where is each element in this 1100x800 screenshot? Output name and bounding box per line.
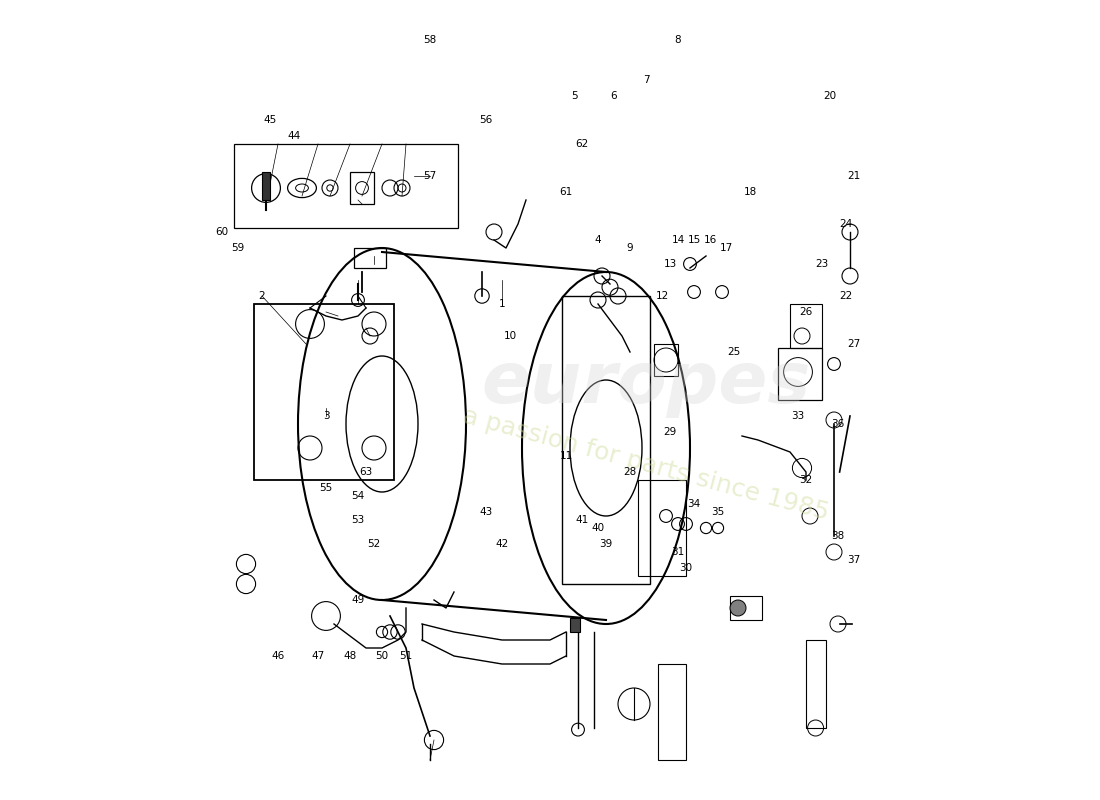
Text: 44: 44: [287, 131, 300, 141]
Bar: [790, 304, 822, 348]
Text: 49: 49: [351, 595, 364, 605]
Text: 61: 61: [560, 187, 573, 197]
Text: 3: 3: [322, 411, 329, 421]
Text: 4: 4: [595, 235, 602, 245]
Bar: [234, 144, 458, 228]
Text: 18: 18: [744, 187, 757, 197]
Text: 22: 22: [839, 291, 853, 301]
Text: 43: 43: [480, 507, 493, 517]
Text: 39: 39: [600, 539, 613, 549]
Text: 25: 25: [727, 347, 740, 357]
Text: 14: 14: [671, 235, 684, 245]
Text: 52: 52: [367, 539, 381, 549]
Bar: [806, 640, 826, 728]
Text: 51: 51: [399, 651, 412, 661]
Text: 59: 59: [231, 243, 244, 253]
Text: 17: 17: [719, 243, 733, 253]
Text: 20: 20: [824, 91, 837, 101]
Text: 45: 45: [263, 115, 276, 125]
Text: 28: 28: [624, 467, 637, 477]
Text: a passion for parts since 1985: a passion for parts since 1985: [460, 403, 832, 525]
Bar: [570, 618, 581, 632]
Text: 58: 58: [424, 35, 437, 45]
Text: 56: 56: [480, 115, 493, 125]
Text: 31: 31: [671, 547, 684, 557]
Text: 37: 37: [847, 555, 860, 565]
Text: 26: 26: [800, 307, 813, 317]
Text: 13: 13: [663, 259, 676, 269]
Text: 36: 36: [832, 419, 845, 429]
Text: 10: 10: [504, 331, 517, 341]
Text: 53: 53: [351, 515, 364, 525]
Text: 11: 11: [560, 451, 573, 461]
Text: 57: 57: [424, 171, 437, 181]
Text: 47: 47: [311, 651, 324, 661]
Text: 62: 62: [575, 139, 589, 149]
Text: 7: 7: [642, 75, 649, 85]
Text: 2: 2: [258, 291, 265, 301]
Bar: [262, 172, 270, 200]
Bar: [562, 296, 650, 584]
Text: 55: 55: [319, 483, 332, 493]
Text: 27: 27: [847, 339, 860, 349]
Bar: [730, 596, 762, 620]
Text: 9: 9: [627, 243, 634, 253]
Bar: [778, 348, 822, 400]
Text: 29: 29: [663, 427, 676, 437]
Text: 12: 12: [656, 291, 669, 301]
Circle shape: [730, 600, 746, 616]
Text: 35: 35: [712, 507, 725, 517]
Text: 42: 42: [495, 539, 508, 549]
Text: 50: 50: [375, 651, 388, 661]
Text: 34: 34: [688, 499, 701, 509]
Text: 15: 15: [688, 235, 701, 245]
Bar: [654, 344, 678, 376]
Text: 33: 33: [791, 411, 804, 421]
Text: 63: 63: [360, 467, 373, 477]
Text: 40: 40: [592, 523, 605, 533]
Bar: [638, 480, 686, 576]
Text: 6: 6: [610, 91, 617, 101]
Text: 41: 41: [575, 515, 589, 525]
Text: 30: 30: [680, 563, 693, 573]
Text: 60: 60: [216, 227, 229, 237]
Text: 21: 21: [847, 171, 860, 181]
Bar: [354, 248, 386, 268]
Bar: [254, 304, 394, 480]
Text: 32: 32: [800, 475, 813, 485]
Text: 46: 46: [272, 651, 285, 661]
Text: 23: 23: [815, 259, 828, 269]
Text: 1: 1: [498, 299, 505, 309]
Text: 16: 16: [703, 235, 716, 245]
Text: 5: 5: [571, 91, 578, 101]
Bar: [658, 664, 686, 760]
Text: 54: 54: [351, 491, 364, 501]
Text: europes: europes: [482, 350, 811, 418]
Text: 38: 38: [832, 531, 845, 541]
Text: 48: 48: [343, 651, 356, 661]
Text: 24: 24: [839, 219, 853, 229]
Text: 8: 8: [674, 35, 681, 45]
Bar: [350, 172, 374, 204]
